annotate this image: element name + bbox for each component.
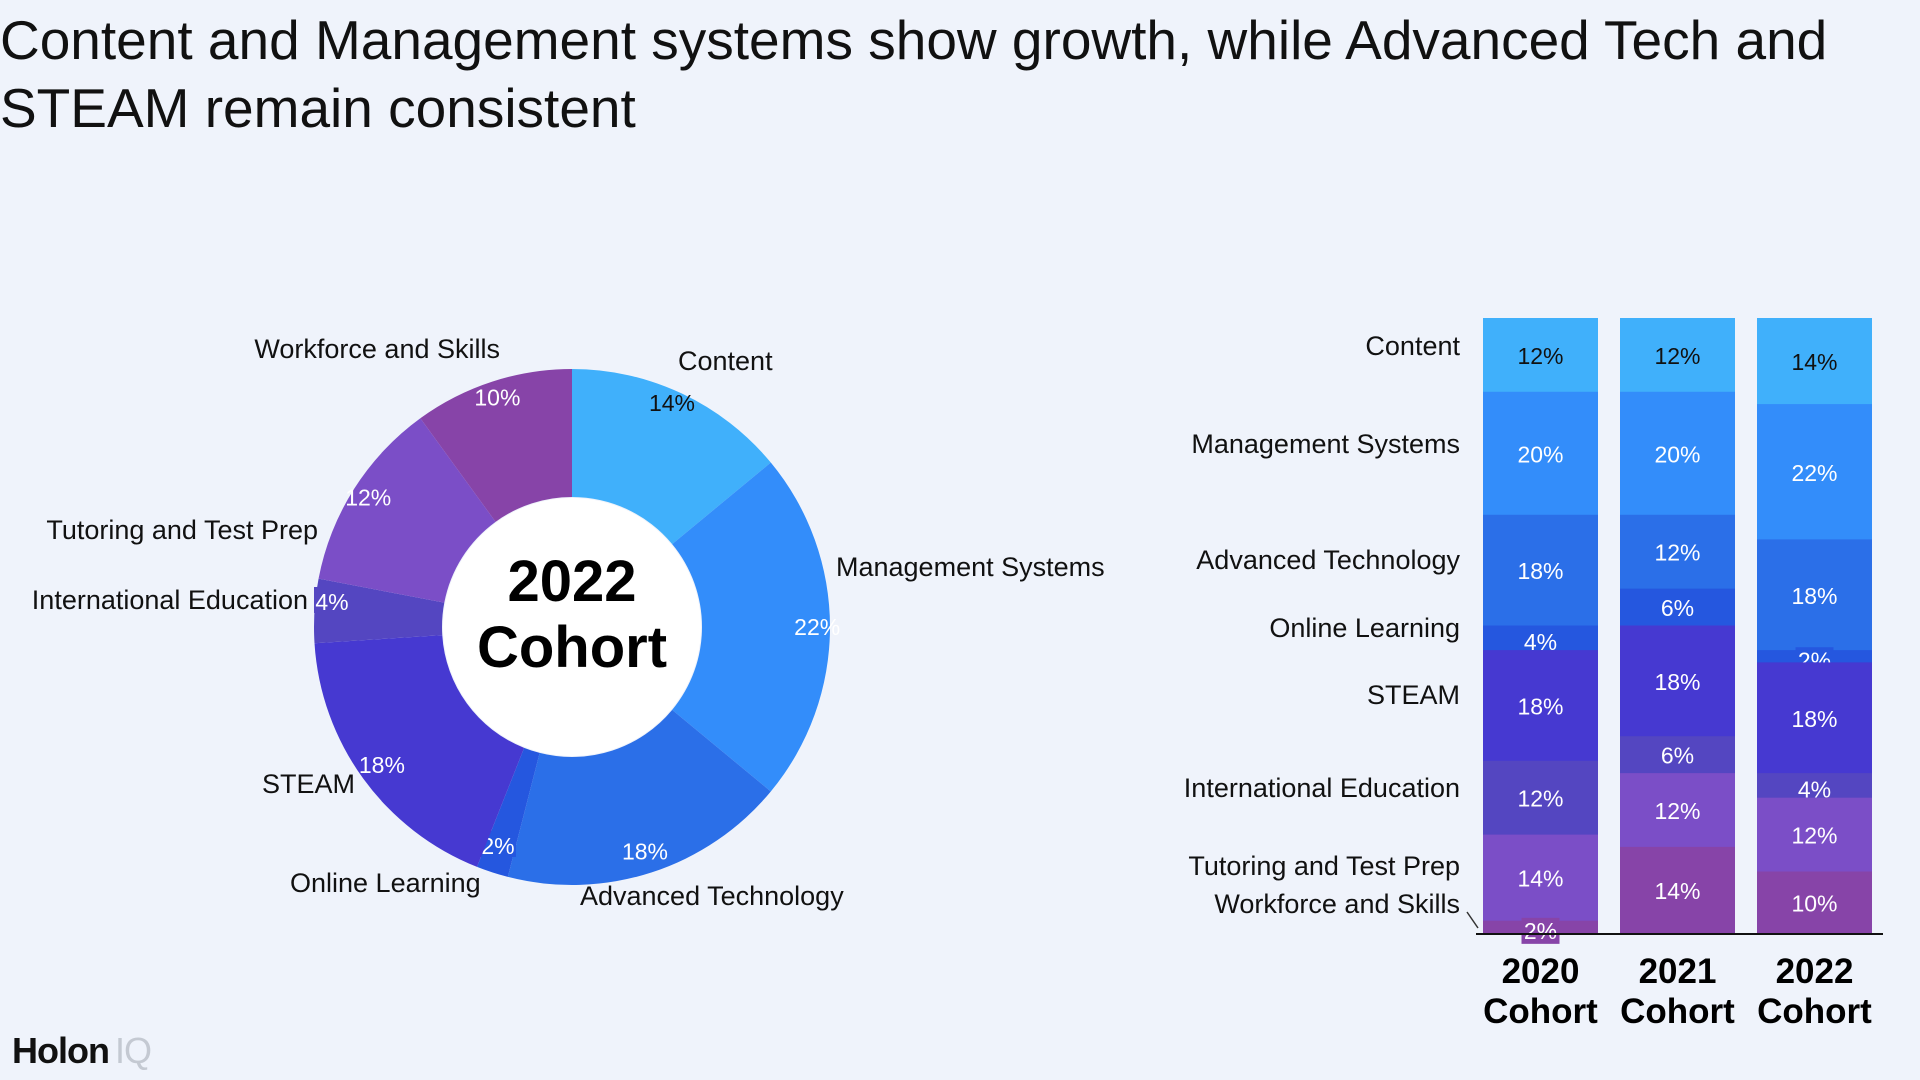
bar-category-2022-cohort-line2: Cohort <box>1757 992 1872 1031</box>
donut-center-line1: 2022 <box>507 549 636 614</box>
bar-label-2022-cohort-workforce-and-skills: 10% <box>1791 890 1837 916</box>
donut-label-content: Content <box>678 346 773 376</box>
bar-label-2020-cohort-content: 12% <box>1517 343 1563 369</box>
logo-suffix: IQ <box>114 1030 152 1071</box>
donut-label-tutoring-and-test-prep: Tutoring and Test Prep <box>46 515 318 545</box>
donut-slice-steam <box>314 635 525 867</box>
bar-legend-leader-line <box>1466 911 1479 929</box>
bar-seg-2021-cohort-international-education <box>1620 736 1735 774</box>
donut-slice-management-systems <box>672 462 830 792</box>
donut-pct-tutoring-and-test-prep: 12% <box>345 485 391 511</box>
bar-label-2022-cohort-tutoring-and-test-prep: 12% <box>1791 823 1837 849</box>
donut-hole <box>443 498 701 756</box>
donut-label-steam: STEAM <box>262 769 355 799</box>
bar-legend-management-systems: Management Systems <box>1191 429 1460 459</box>
bar-seg-2021-cohort-steam <box>1620 625 1735 737</box>
bar-category-2022-cohort-line1: 2022 <box>1776 952 1854 991</box>
bar-seg-2020-cohort-steam <box>1483 650 1598 762</box>
bar-seg-2021-cohort-tutoring-and-test-prep <box>1620 773 1735 848</box>
bar-seg-2021-cohort-advanced-technology <box>1620 514 1735 590</box>
bar-label-2021-cohort-steam: 18% <box>1654 669 1700 695</box>
bar-category-2020-cohort-line1: 2020 <box>1502 952 1580 991</box>
bar-label-2022-cohort-advanced-technology: 18% <box>1791 583 1837 609</box>
bar-seg-2021-cohort-online-learning <box>1620 588 1735 626</box>
bar-legend-online-learning: Online Learning <box>1269 613 1460 643</box>
bar-seg-2022-cohort-workforce-and-skills <box>1757 871 1872 934</box>
bar-seg-2022-cohort-steam <box>1757 662 1872 774</box>
donut-slice-workforce-and-skills <box>420 369 572 522</box>
donut-pct-steam: 18% <box>359 752 405 778</box>
bar-seg-2021-cohort-workforce-and-skills <box>1620 846 1735 934</box>
donut-pct-workforce-and-skills: 10% <box>474 384 520 410</box>
bar-legend-workforce-and-skills: Workforce and Skills <box>1214 889 1460 919</box>
bar-label-2020-cohort-tutoring-and-test-prep: 14% <box>1517 866 1563 892</box>
bar-legend-international-education: International Education <box>1184 773 1460 803</box>
bar-label-2021-cohort-tutoring-and-test-prep: 12% <box>1654 798 1700 824</box>
bar-label-2021-cohort-content: 12% <box>1654 343 1700 369</box>
donut-slice-advanced-technology <box>507 709 771 885</box>
bar-seg-2022-cohort-advanced-technology <box>1757 539 1872 651</box>
bar-label-2020-cohort-international-education: 12% <box>1517 786 1563 812</box>
donut-label-international-education: International Education <box>32 585 308 615</box>
bar-label-2020-cohort-steam: 18% <box>1517 693 1563 719</box>
stacked-bar-chart: 12%20%18%4%18%12%14%2%2020Cohort12%20%12… <box>1184 318 1883 1031</box>
bar-label-2021-cohort-workforce-and-skills: 14% <box>1654 878 1700 904</box>
bar-label-2021-cohort-management-systems: 20% <box>1654 441 1700 467</box>
bar-legend-tutoring-and-test-prep: Tutoring and Test Prep <box>1188 851 1460 881</box>
bar-seg-2020-cohort-advanced-technology <box>1483 514 1598 626</box>
donut-chart: 14% Content 22% Management Systems 18% Advanc… <box>32 334 1105 911</box>
bar-legend-advanced-technology: Advanced Technology <box>1196 545 1460 575</box>
donut-label-online-learning: Online Learning <box>290 868 481 898</box>
bar-label-2021-cohort-advanced-technology: 12% <box>1654 540 1700 566</box>
donut-pct-international-education: 4% <box>315 589 348 615</box>
donut-label-management-systems: Management Systems <box>836 552 1105 582</box>
bar-label-bg-2020-cohort-workforce-and-skills <box>1521 917 1560 944</box>
bar-seg-2021-cohort-management-systems <box>1620 391 1735 516</box>
bar-seg-2020-cohort-content <box>1483 318 1598 393</box>
bar-label-2020-cohort-management-systems: 20% <box>1517 441 1563 467</box>
bar-seg-2021-cohort-content <box>1620 318 1735 393</box>
bar-category-2021-cohort-line1: 2021 <box>1639 952 1717 991</box>
bar-seg-2022-cohort-tutoring-and-test-prep <box>1757 797 1872 872</box>
bar-label-2022-cohort-steam: 18% <box>1791 706 1837 732</box>
bar-seg-2022-cohort-management-systems <box>1757 404 1872 540</box>
bar-label-2020-cohort-workforce-and-skills: 2% <box>1524 918 1557 944</box>
logo-brand: Holon <box>12 1030 110 1071</box>
donut-slice-content <box>572 369 771 545</box>
donut-label-workforce-and-skills: Workforce and Skills <box>254 334 500 364</box>
donut-label-advanced-technology: Advanced Technology <box>580 881 844 911</box>
bar-legend-content: Content <box>1365 331 1460 361</box>
bar-seg-2020-cohort-tutoring-and-test-prep <box>1483 834 1598 922</box>
bar-category-2021-cohort-line2: Cohort <box>1620 992 1735 1031</box>
donut-pct-content: 14% <box>649 390 695 416</box>
bar-label-2021-cohort-online-learning: 6% <box>1661 595 1694 621</box>
donut-pct-bg-international-education <box>314 587 350 613</box>
bar-label-2021-cohort-international-education: 6% <box>1661 743 1694 769</box>
bar-label-2022-cohort-management-systems: 22% <box>1791 460 1837 486</box>
donut-center-line2: Cohort <box>477 615 667 680</box>
bar-seg-2020-cohort-international-education <box>1483 760 1598 836</box>
donut-slice-tutoring-and-test-prep <box>318 418 496 603</box>
holon-iq-logo: Holon IQ <box>12 1030 152 1072</box>
bar-seg-2020-cohort-management-systems <box>1483 391 1598 516</box>
bar-label-2022-cohort-content: 14% <box>1791 349 1837 375</box>
page-title: Content and Management systems show grow… <box>0 9 1828 139</box>
bar-category-2020-cohort-line2: Cohort <box>1483 992 1598 1031</box>
donut-pct-management-systems: 22% <box>794 614 840 640</box>
bar-legend-steam: STEAM <box>1367 680 1460 710</box>
donut-pct-advanced-technology: 18% <box>622 839 668 865</box>
bar-seg-2022-cohort-content <box>1757 318 1872 405</box>
bar-label-2020-cohort-advanced-technology: 18% <box>1517 558 1563 584</box>
